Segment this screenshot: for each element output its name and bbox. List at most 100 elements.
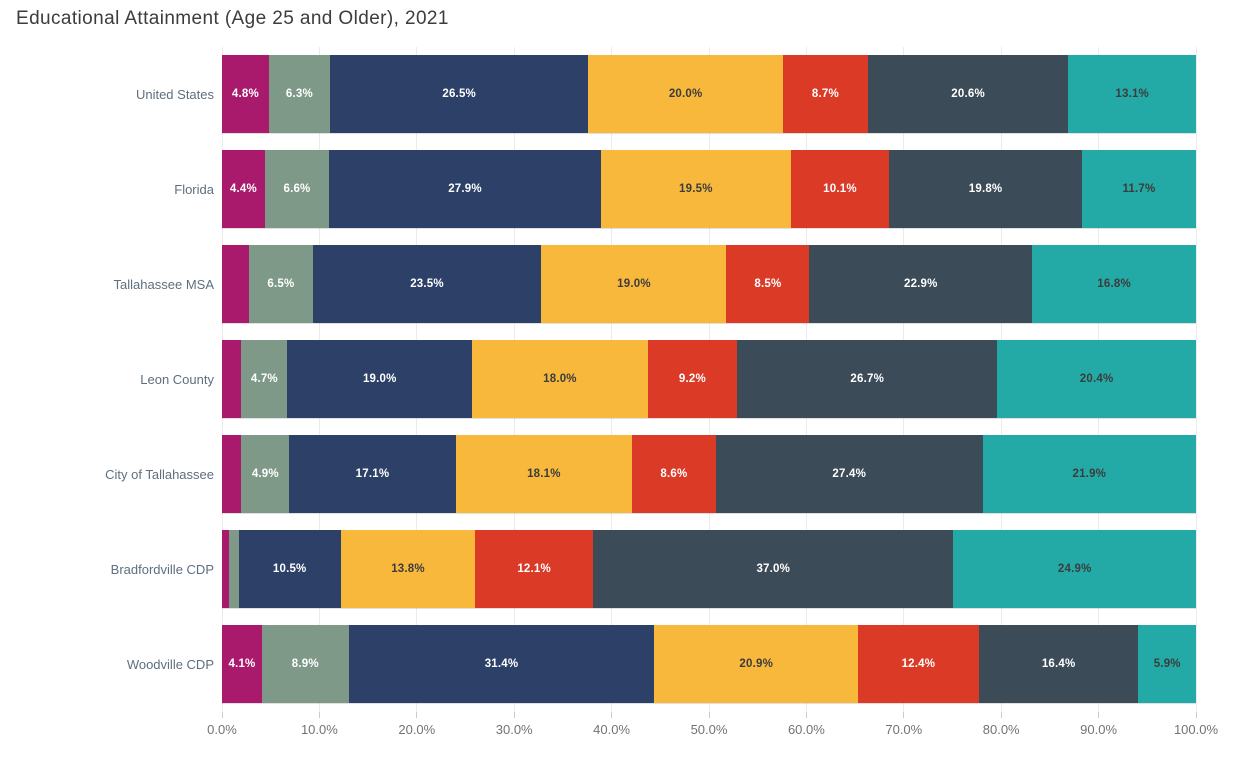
bar-segment-segment-7-teal[interactable]: 5.9% bbox=[1138, 625, 1196, 703]
segment-value-label: 4.4% bbox=[229, 183, 257, 195]
category-label: Florida bbox=[174, 182, 214, 197]
segment-value-label: 23.5% bbox=[410, 278, 444, 290]
segment-value-label: 26.5% bbox=[442, 88, 476, 100]
segment-value-label: 27.4% bbox=[832, 468, 866, 480]
bar-segment-segment-7-teal[interactable]: 20.4% bbox=[997, 340, 1196, 418]
bar-segment-segment-3-navy[interactable]: 19.0% bbox=[287, 340, 473, 418]
bar-segment-segment-1-magenta[interactable] bbox=[222, 435, 242, 513]
bar-row: Tallahassee MSA 6.5% 23.5% 19.0% 8.5% 22.9% 16… bbox=[114, 237, 1196, 332]
segment-value-label: 16.8% bbox=[1097, 278, 1131, 290]
segment-value-label: 13.1% bbox=[1115, 88, 1149, 100]
bar-segment-segment-2-sage[interactable]: 6.6% bbox=[264, 150, 330, 228]
bar-segment-segment-6-charcoal[interactable]: 20.6% bbox=[867, 55, 1069, 133]
bar-segment-segment-5-red[interactable]: 8.7% bbox=[783, 55, 868, 133]
segment-value-label: 37.0% bbox=[756, 563, 791, 575]
bar-segment-segment-2-sage[interactable]: 6.5% bbox=[249, 245, 313, 323]
segment-value-label: 12.4% bbox=[901, 658, 936, 670]
bar-segment-segment-2-sage[interactable]: 6.3% bbox=[268, 55, 331, 133]
bar-segment-segment-3-navy[interactable]: 10.5% bbox=[238, 530, 341, 608]
bar-segment-segment-5-red[interactable]: 12.4% bbox=[857, 625, 979, 703]
category-label: Woodville CDP bbox=[126, 657, 214, 672]
segment-value-label: 8.7% bbox=[811, 88, 839, 100]
bar-segment-segment-3-navy[interactable]: 31.4% bbox=[348, 625, 655, 703]
bar-segment-segment-5-red[interactable]: 8.5% bbox=[726, 245, 810, 323]
segment-value-label: 11.7% bbox=[1122, 183, 1156, 195]
bar-row: City of Tallahassee 4.9% 17.1% 18.1% 8.6% 27.… bbox=[105, 427, 1196, 522]
bar-segment-segment-7-teal[interactable]: 16.8% bbox=[1032, 245, 1196, 323]
bar-segment-segment-7-teal[interactable]: 21.9% bbox=[982, 435, 1196, 513]
bar-segment-segment-5-red[interactable]: 8.6% bbox=[632, 435, 716, 513]
bar-segment-segment-1-magenta[interactable]: 4.4% bbox=[222, 150, 265, 228]
x-axis-tick-label: 90.0% bbox=[1080, 722, 1118, 737]
x-axis-tick-mark bbox=[513, 712, 515, 718]
chart-title: Educational Attainment (Age 25 and Older… bbox=[16, 8, 449, 29]
bar-segment-segment-1-magenta[interactable] bbox=[222, 245, 250, 323]
category-label: Leon County bbox=[140, 372, 214, 387]
bar-segment-segment-5-red[interactable]: 10.1% bbox=[790, 150, 890, 228]
segment-value-label: 8.9% bbox=[291, 658, 319, 670]
segment-value-label: 6.3% bbox=[285, 88, 313, 100]
stacked-bar: 6.5% 23.5% 19.0% 8.5% 22.9% 16.8% bbox=[222, 245, 1196, 323]
bar-segment-segment-4-amber[interactable]: 13.8% bbox=[340, 530, 476, 608]
x-axis-tick-mark bbox=[708, 712, 710, 718]
bar-segment-segment-7-teal[interactable]: 24.9% bbox=[953, 530, 1196, 608]
bar-segment-segment-1-magenta[interactable]: 4.1% bbox=[222, 625, 262, 703]
segment-value-label: 4.1% bbox=[228, 658, 256, 670]
bar-segment-segment-7-teal[interactable]: 13.1% bbox=[1068, 55, 1196, 133]
segment-value-label: 18.0% bbox=[543, 373, 577, 385]
segment-value-label: 24.9% bbox=[1057, 563, 1092, 575]
segment-value-label: 21.9% bbox=[1072, 468, 1107, 480]
bar-segment-segment-2-sage[interactable]: 4.9% bbox=[241, 435, 290, 513]
segment-value-label: 19.0% bbox=[617, 278, 651, 290]
segment-value-label: 19.0% bbox=[362, 373, 397, 385]
segment-value-label: 20.6% bbox=[951, 88, 985, 100]
segment-value-label: 8.5% bbox=[754, 278, 782, 290]
segment-value-label: 19.5% bbox=[679, 183, 713, 195]
bar-segment-segment-1-magenta[interactable] bbox=[222, 340, 242, 418]
segment-value-label: 20.0% bbox=[668, 88, 703, 100]
bar-segment-segment-6-charcoal[interactable]: 26.7% bbox=[737, 340, 998, 418]
bar-segment-segment-4-amber[interactable]: 18.1% bbox=[455, 435, 633, 513]
bar-segment-segment-6-charcoal[interactable]: 27.4% bbox=[715, 435, 983, 513]
bar-segment-segment-4-amber[interactable]: 20.9% bbox=[654, 625, 858, 703]
bar-segment-segment-3-navy[interactable]: 26.5% bbox=[330, 55, 589, 133]
bar-segment-segment-5-red[interactable]: 12.1% bbox=[475, 530, 594, 608]
bar-segment-segment-2-sage[interactable]: 4.7% bbox=[241, 340, 288, 418]
bar-segment-segment-4-amber[interactable]: 18.0% bbox=[472, 340, 648, 418]
bar-segment-segment-3-navy[interactable]: 17.1% bbox=[289, 435, 456, 513]
segment-value-label: 27.9% bbox=[448, 183, 482, 195]
bar-segment-segment-2-sage[interactable]: 8.9% bbox=[261, 625, 349, 703]
bar-segment-segment-3-navy[interactable]: 27.9% bbox=[329, 150, 601, 228]
x-axis-tick-label: 0.0% bbox=[207, 722, 237, 737]
stacked-bar: 4.1% 8.9% 31.4% 20.9% 12.4% 16.4% 5.9% bbox=[222, 625, 1196, 703]
segment-value-label: 12.1% bbox=[517, 563, 551, 575]
bar-segment-segment-1-magenta[interactable]: 4.8% bbox=[222, 55, 269, 133]
x-axis: 0.0% 10.0% 20.0% 30.0% 40.0% 50.0% 60.0% 70.0% 8… bbox=[207, 712, 1218, 748]
segment-value-label: 10.1% bbox=[823, 183, 857, 195]
bar-segment-segment-5-red[interactable]: 9.2% bbox=[647, 340, 738, 418]
bar-segment-segment-4-amber[interactable]: 19.5% bbox=[600, 150, 791, 228]
stacked-bar: 4.4% 6.6% 27.9% 19.5% 10.1% 19.8% 11.7% bbox=[222, 150, 1196, 228]
x-axis-tick-label: 10.0% bbox=[300, 722, 338, 737]
x-axis-tick-label: 20.0% bbox=[398, 722, 436, 737]
bar-segment-segment-4-amber[interactable]: 19.0% bbox=[541, 245, 727, 323]
bar-segment-segment-3-navy[interactable]: 23.5% bbox=[312, 245, 542, 323]
x-axis-tick-label: 100.0% bbox=[1173, 722, 1219, 737]
bar-segment-segment-4-amber[interactable]: 20.0% bbox=[588, 55, 784, 133]
bar-segment-segment-1-magenta[interactable] bbox=[222, 530, 229, 608]
bar-segment-segment-6-charcoal[interactable]: 37.0% bbox=[593, 530, 954, 608]
x-axis-tick-mark bbox=[1000, 712, 1002, 718]
bar-segment-segment-6-charcoal[interactable]: 19.8% bbox=[889, 150, 1082, 228]
gridline bbox=[1195, 47, 1197, 712]
segment-value-label: 6.5% bbox=[267, 278, 295, 290]
bar-segment-segment-2-sage[interactable] bbox=[228, 530, 239, 608]
bar-segment-segment-6-charcoal[interactable]: 22.9% bbox=[809, 245, 1033, 323]
bar-segment-segment-7-teal[interactable]: 11.7% bbox=[1081, 150, 1196, 228]
segment-value-label: 17.1% bbox=[355, 468, 390, 480]
stacked-bar: 4.7% 19.0% 18.0% 9.2% 26.7% 20.4% bbox=[222, 340, 1196, 418]
segment-value-label: 16.4% bbox=[1041, 658, 1076, 670]
segment-value-label: 6.6% bbox=[283, 183, 311, 195]
segment-value-label: 18.1% bbox=[527, 468, 561, 480]
bar-segment-segment-6-charcoal[interactable]: 16.4% bbox=[978, 625, 1139, 703]
